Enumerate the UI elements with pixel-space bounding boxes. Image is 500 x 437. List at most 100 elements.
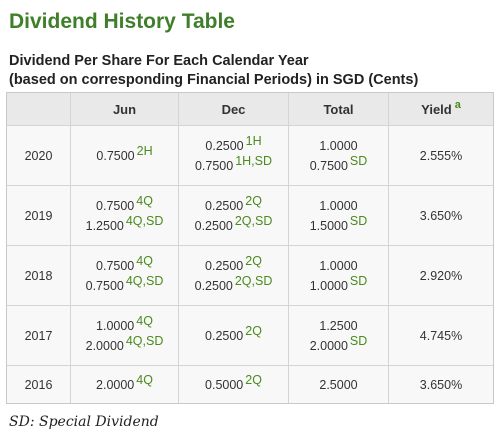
dividend-value: 0.7500 [194, 158, 234, 173]
dec-cell: 0.2500 2Q 0.2500 2Q,SD [179, 246, 289, 306]
header-dec: Dec [179, 93, 289, 126]
dividend-value: 0.2500 [194, 218, 233, 233]
period-note: 2Q,SD [234, 273, 273, 288]
table-row: 2019 0.7500 4Q 1.2500 4Q,SD 0.2500 2Q 0.2500 2Q,… [7, 186, 493, 246]
jun-cell: 0.7500 2H [71, 126, 179, 186]
dividend-value: 0.5000 [205, 377, 244, 392]
jun-cell: 0.7500 4Q 1.2500 4Q,SD [71, 186, 179, 246]
table-body: 2020 0.7500 2H 0.2500 1H 0.7500 1H,SD 1.0000 0.7… [7, 126, 493, 403]
dividend-value: 0.7500 [309, 158, 348, 173]
yield-cell: 2.920% [389, 246, 493, 306]
period-note: SD [349, 273, 368, 288]
dividend-value: 1.2500 [85, 218, 124, 233]
period-note: 4Q [136, 193, 153, 208]
jun-cell: 2.0000 4Q [71, 366, 179, 403]
dividend-value: 1.0000 [319, 198, 358, 213]
period-note: SD [349, 333, 368, 348]
dec-dividend-line: 0.2500 2Q [195, 193, 273, 216]
yield-cell: 3.650% [389, 186, 493, 246]
yield-cell: 3.650% [389, 366, 493, 403]
total-dividend-line: 1.5000 SD [309, 213, 368, 236]
year-cell: 2018 [7, 246, 71, 306]
dividend-value: 2.0000 [85, 338, 124, 353]
total-dividend-line: 1.0000 [310, 196, 368, 216]
period-note: 2H [136, 143, 153, 158]
yield-cell: 2.555% [389, 126, 493, 186]
table-row: 2018 0.7500 4Q 0.7500 4Q,SD 0.2500 2Q 0.2500 2Q,… [7, 246, 493, 306]
period-note: SD [349, 213, 368, 228]
dividend-value: 0.2500 [205, 138, 244, 153]
period-note: 2Q [245, 323, 262, 338]
dividend-value: 0.7500 [96, 148, 135, 163]
dividend-value: 1.0000 [319, 258, 358, 273]
table-row: 2020 0.7500 2H 0.2500 1H 0.7500 1H,SD 1.0000 0.7… [7, 126, 493, 186]
dividend-history-table: Jun Dec Total Yield a 2020 0.7500 2H 0.2500 1… [6, 92, 494, 404]
dividend-value: 2.0000 [96, 377, 135, 392]
jun-dividend-line: 0.7500 4Q,SD [86, 274, 164, 296]
dec-cell: 0.5000 2Q [179, 366, 289, 403]
header-year [7, 93, 71, 126]
year-cell: 2016 [7, 366, 71, 403]
jun-cell: 0.7500 4Q 0.7500 4Q,SD [71, 246, 179, 306]
table-subtitle: Dividend Per Share For Each Calendar Yea… [9, 52, 418, 90]
dividend-value: 1.2500 [319, 318, 358, 333]
year-cell: 2019 [7, 186, 71, 246]
dec-cell: 0.2500 2Q [179, 306, 289, 366]
dec-dividend-line: 0.5000 2Q [205, 373, 262, 395]
period-note: SD [349, 153, 368, 168]
dividend-value: 0.2500 [205, 258, 244, 273]
year-cell: 2020 [7, 126, 71, 186]
total-dividend-line: 1.0000 [310, 256, 368, 276]
dividend-value: 1.0000 [96, 318, 135, 333]
header-yield: Yield a [389, 93, 493, 126]
header-total: Total [289, 93, 389, 126]
dec-dividend-line: 0.2500 2Q [195, 253, 273, 276]
dividend-value: 0.2500 [194, 278, 233, 293]
dec-cell: 0.2500 1H 0.7500 1H,SD [179, 126, 289, 186]
dec-dividend-line: 0.2500 2Q,SD [194, 273, 273, 296]
dec-dividend-line: 0.2500 2Q,SD [194, 214, 273, 236]
subtitle-line-1: Dividend Per Share For Each Calendar Yea… [9, 53, 309, 69]
dividend-value: 0.7500 [96, 258, 135, 273]
dividend-value: 1.0000 [319, 138, 358, 153]
year-cell: 2017 [7, 306, 71, 366]
period-note: 4Q,SD [125, 213, 164, 228]
total-dividend-line: 0.7500 SD [309, 153, 368, 176]
period-note: 2Q [245, 253, 262, 268]
jun-dividend-line: 0.7500 4Q [86, 253, 164, 276]
jun-dividend-line: 0.7500 4Q [86, 193, 164, 216]
total-dividend-line: 1.0000 [310, 136, 368, 156]
dec-dividend-line: 0.7500 1H,SD [194, 154, 272, 176]
period-note: 4Q [136, 313, 153, 328]
jun-cell: 1.0000 4Q 2.0000 4Q,SD [71, 306, 179, 366]
header-jun: Jun [71, 93, 179, 126]
dividend-value: 2.5000 [319, 377, 358, 392]
dec-dividend-line: 0.2500 1H [195, 133, 272, 156]
page-title: Dividend History Table [9, 10, 235, 33]
period-note: 4Q,SD [125, 333, 164, 348]
dec-dividend-line: 0.2500 2Q [205, 323, 262, 346]
period-note: 4Q [136, 372, 153, 387]
total-cell: 1.0000 0.7500 SD [289, 126, 389, 186]
total-cell: 1.0000 1.5000 SD [289, 186, 389, 246]
period-note: 4Q [136, 253, 153, 268]
table-header-row: Jun Dec Total Yield a [7, 93, 493, 126]
total-dividend-line: 1.2500 [310, 316, 368, 336]
jun-dividend-line: 1.2500 4Q,SD [85, 213, 164, 236]
subtitle-line-2: (based on corresponding Financial Period… [9, 72, 419, 88]
table-row: 2017 1.0000 4Q 2.0000 4Q,SD 0.2500 2Q 1.2500 2.0… [7, 306, 493, 366]
jun-dividend-line: 2.0000 4Q,SD [85, 333, 164, 356]
period-note: 2Q [245, 193, 262, 208]
total-dividend-line: 2.0000 SD [309, 333, 368, 356]
dividend-value: 1.0000 [309, 278, 348, 293]
dividend-value: 0.2500 [205, 198, 244, 213]
footnote: SD: Special Dividend [9, 414, 159, 430]
jun-dividend-line: 1.0000 4Q [86, 313, 164, 336]
dividend-value: 2.0000 [309, 338, 348, 353]
header-yield-label: Yield [421, 101, 452, 117]
total-cell: 1.0000 1.0000 SD [289, 246, 389, 306]
period-note: 1H [245, 133, 262, 148]
dividend-value: 0.2500 [205, 328, 244, 343]
dividend-value: 1.5000 [309, 218, 348, 233]
jun-dividend-line: 0.7500 2H [96, 143, 153, 166]
